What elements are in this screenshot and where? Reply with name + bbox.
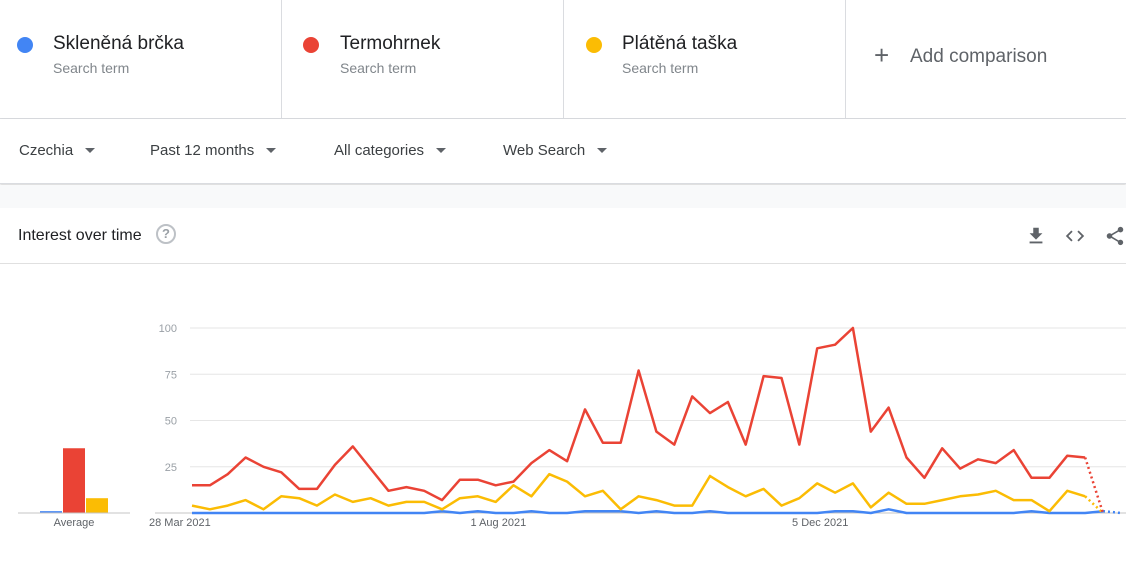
search-type-label: Web Search	[503, 142, 586, 159]
comparison-bar: Skleněná brčka Search term Termohrnek Se…	[0, 0, 1126, 119]
question-mark-icon[interactable]: ?	[156, 224, 176, 244]
x-tick-label: 1 Aug 2021	[471, 517, 527, 529]
y-tick-label: 25	[165, 462, 177, 474]
average-label: Average	[54, 517, 95, 529]
search-term-name: Skleněná brčka	[53, 33, 184, 54]
download-icon[interactable]	[1025, 225, 1047, 247]
caret-down-icon	[85, 148, 96, 153]
interest-over-time-chart: 25 50 75 100 28 Mar 2021 1 Aug 2021 5 Dec 2021…	[0, 264, 1126, 568]
series-color-dot	[17, 37, 33, 53]
search-term-2[interactable]: Termohrnek Search term	[282, 0, 564, 118]
series-partial-segment	[1084, 495, 1104, 514]
search-term-name: Termohrnek	[340, 33, 441, 54]
search-term-name: Plátěná taška	[622, 33, 738, 54]
region-label: Czechia	[19, 142, 74, 159]
average-bar	[40, 511, 62, 513]
search-term-type: Search term	[622, 60, 699, 76]
section-divider	[0, 185, 1126, 208]
plus-icon: +	[874, 40, 890, 70]
search-term-1[interactable]: Skleněná brčka Search term	[0, 0, 282, 118]
category-dropdown[interactable]: All categories	[334, 142, 447, 159]
search-term-type: Search term	[340, 60, 417, 76]
category-label: All categories	[334, 142, 425, 159]
interest-over-time-header: Interest over time ?	[0, 208, 1126, 264]
caret-down-icon	[266, 148, 277, 153]
caret-down-icon	[597, 148, 608, 153]
chart-svg: 25 50 75 100 28 Mar 2021 1 Aug 2021 5 Dec 2021…	[18, 323, 1126, 529]
series-color-dot	[303, 37, 319, 53]
embed-code-icon[interactable]	[1064, 225, 1086, 247]
search-term-type: Search term	[53, 60, 130, 76]
series-line	[192, 326, 1086, 502]
caret-down-icon	[436, 148, 447, 153]
series-line	[192, 508, 1104, 515]
average-bar	[86, 498, 108, 513]
series-color-dot	[586, 37, 602, 53]
y-tick-label: 100	[159, 323, 177, 335]
search-term-3[interactable]: Plátěná taška Search term	[564, 0, 846, 118]
add-comparison-button[interactable]: + Add comparison	[846, 0, 1126, 118]
x-tick-label: 28 Mar 2021	[149, 517, 211, 529]
time-range-dropdown[interactable]: Past 12 months	[150, 142, 277, 159]
series-line	[191, 472, 1086, 513]
average-bar	[63, 448, 85, 513]
search-type-dropdown[interactable]: Web Search	[503, 142, 608, 159]
x-tick-label: 5 Dec 2021	[792, 517, 848, 529]
y-tick-label: 50	[165, 416, 177, 428]
y-tick-label: 75	[165, 369, 177, 381]
share-icon[interactable]	[1104, 225, 1126, 247]
filter-bar: Czechia Past 12 months All categories We…	[0, 119, 1126, 184]
add-comparison-label: Add comparison	[910, 46, 1048, 67]
card-title: Interest over time	[18, 227, 142, 244]
region-dropdown[interactable]: Czechia	[19, 142, 96, 159]
time-range-label: Past 12 months	[150, 142, 255, 159]
series-partial-segment	[1083, 457, 1105, 514]
